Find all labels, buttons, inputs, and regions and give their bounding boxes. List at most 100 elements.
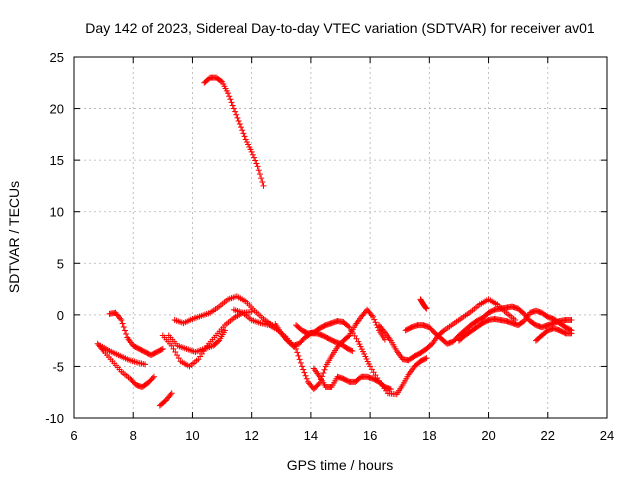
y-tick-label: 15 [50,153,64,168]
data-point [296,356,303,363]
data-point [422,304,429,311]
data-point [423,355,430,362]
x-tick-label: 18 [422,428,436,443]
data-point [123,331,130,338]
series-arc-15 [417,296,430,312]
data-point [172,348,179,355]
data-point [303,375,310,382]
data-point [345,333,352,340]
data-point [159,345,166,352]
data-point [121,327,128,334]
data-point [423,305,430,312]
x-axis-ticks: 6 8 10 12 14 16 18 20 22 24 [70,57,614,443]
data-point [222,327,229,334]
data-point [118,317,125,324]
data-point [241,133,248,140]
data-point [168,390,175,397]
x-tick-label: 12 [244,428,258,443]
data-point [214,338,221,345]
data-point [170,345,177,352]
y-tick-label: 25 [50,50,64,65]
data-point [174,352,181,359]
y-tick-label: -5 [52,359,64,374]
series-arc-16 [455,307,575,344]
data-point [255,167,262,174]
data-point [252,157,259,164]
data-point [371,316,378,323]
data-point [117,315,124,322]
data-point [233,111,240,118]
data-point [422,355,429,362]
data-point [302,372,309,379]
data-point [142,361,149,368]
series-arc-12 [310,365,394,393]
data-point [320,370,327,377]
series-arc-8 [201,74,267,189]
y-axis-label: SDTVAR / TECUs [6,181,22,293]
x-tick-label: 16 [363,428,377,443]
data-point [168,342,175,349]
chart-title: Day 142 of 2023, Sidereal Day-to-day VTE… [85,20,595,36]
data-point [293,345,300,352]
data-point [260,182,267,189]
data-point [294,349,301,356]
plot-frame [73,56,608,419]
data-point [240,130,247,137]
data-point [254,163,261,170]
x-tick-label: 22 [541,428,555,443]
grid-lines [74,57,607,418]
data-point [381,336,388,343]
data-point [258,175,265,182]
series-arc-4 [156,390,175,409]
data-point [299,363,306,370]
series-arc-10 [272,321,356,354]
data-point [119,320,126,327]
x-tick-label: 8 [130,428,137,443]
series-arc-11 [293,318,430,398]
data-point [226,93,233,100]
data-point [372,319,379,326]
series-arc-2 [106,309,166,359]
x-tick-label: 14 [304,428,318,443]
y-tick-label: 0 [57,308,64,323]
data-point [256,171,263,178]
data-point [300,366,307,373]
data-point [380,327,387,334]
series-arc-6 [171,293,276,329]
series-arc-3 [97,342,149,368]
data-point [158,346,165,353]
data-point [238,124,245,131]
data-point [217,77,224,84]
data-point [235,117,242,124]
data-point [248,308,255,315]
x-tick-label: 6 [70,428,77,443]
y-tick-label: -10 [45,411,64,426]
data-point [248,148,255,155]
y-tick-label: 10 [50,205,64,220]
data-point [224,90,231,97]
data-point [568,317,575,324]
data-point [295,352,302,359]
series-arc-14 [402,303,575,347]
x-tick-label: 20 [481,428,495,443]
x-axis-label: GPS time / hours [287,457,394,473]
data-point [120,324,127,331]
data-point [149,374,156,381]
data-point [150,373,157,380]
data-point [297,359,304,366]
data-point [349,347,356,354]
y-axis-ticks: -10 -5 0 5 10 15 20 25 [45,50,607,426]
data-point [230,105,237,112]
x-tick-label: 10 [185,428,199,443]
data-point [253,160,260,167]
data-point [259,179,266,186]
data-point [370,313,377,320]
data-point [348,347,355,354]
data-point [568,330,575,337]
data-point [315,381,322,388]
data-point [512,317,519,324]
data-point [321,366,328,373]
data-point [249,151,256,158]
data-point [167,391,174,398]
